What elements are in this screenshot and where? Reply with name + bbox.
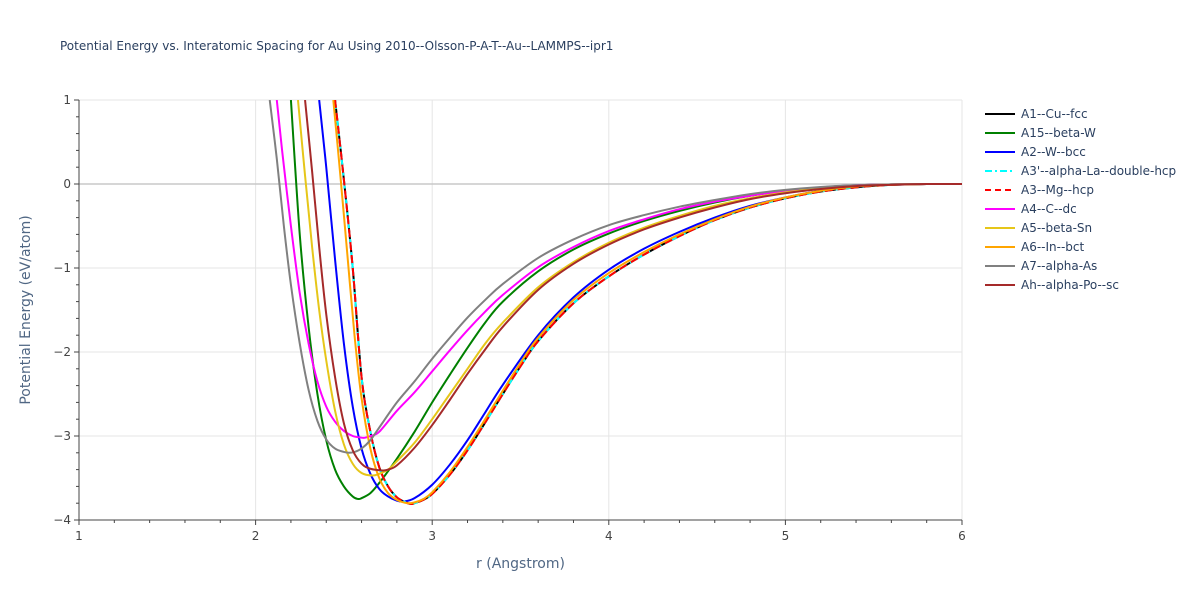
legend-item-a7-alpha-as[interactable]: A7--alpha-As — [985, 259, 1097, 273]
legend-label: A3'--alpha-La--double-hcp — [1021, 164, 1176, 178]
legend-item-a6-in-bct[interactable]: A6--In--bct — [985, 240, 1085, 254]
legend[interactable]: A1--Cu--fcc A15--beta-W A2--W--bcc A3'--alp… — [985, 107, 1176, 292]
y-axis-title: Potential Energy (eV/atom) — [18, 215, 34, 404]
legend-label: A5--beta-Sn — [1021, 221, 1092, 235]
legend-item-a1-cu-fcc[interactable]: A1--Cu--fcc — [985, 107, 1088, 121]
legend-item-a4-c-dc[interactable]: A4--C--dc — [985, 202, 1077, 216]
y-axis-ticks: 1 0 −1 −2 −3 −4 — [53, 93, 79, 527]
legend-label: A2--W--bcc — [1021, 145, 1086, 159]
legend-item-a3-mg-hcp[interactable]: A3--Mg--hcp — [985, 183, 1094, 197]
grid-lines — [79, 99, 963, 520]
y-tick-label: −4 — [53, 513, 71, 527]
y-tick-label: −2 — [53, 345, 71, 359]
x-tick-label: 4 — [605, 529, 613, 543]
x-tick-label: 6 — [958, 529, 966, 543]
legend-label: A7--alpha-As — [1021, 259, 1097, 273]
x-axis-title: r (Angstrom) — [476, 556, 565, 572]
x-tick-label: 5 — [782, 529, 790, 543]
x-tick-label: 3 — [428, 529, 436, 543]
legend-label: A1--Cu--fcc — [1021, 107, 1088, 121]
y-tick-label: 1 — [63, 93, 71, 107]
series-lines — [268, 100, 962, 506]
x-axis-ticks: 1 2 3 4 5 6 — [75, 520, 966, 543]
legend-label: A15--beta-W — [1021, 126, 1096, 140]
series-line-a7-alpha-as — [268, 100, 962, 454]
y-tick-label: −3 — [53, 429, 71, 443]
legend-item-a3-alpha-la-double-hcp[interactable]: A3'--alpha-La--double-hcp — [985, 164, 1176, 178]
y-tick-label: −1 — [53, 261, 71, 275]
legend-label: Ah--alpha-Po--sc — [1021, 278, 1119, 292]
x-tick-label: 2 — [252, 529, 260, 543]
series-line-a6-in-bct — [332, 100, 962, 505]
legend-label: A4--C--dc — [1021, 202, 1077, 216]
x-tick-label: 1 — [75, 529, 83, 543]
y-tick-label: 0 — [63, 177, 71, 191]
legend-label: A3--Mg--hcp — [1021, 183, 1094, 197]
series-line-ah-alpha-po-sc — [304, 100, 962, 472]
legend-item-a15-beta-w[interactable]: A15--beta-W — [985, 126, 1096, 140]
chart-title: Potential Energy vs. Interatomic Spacing… — [60, 39, 613, 53]
axes — [78, 100, 962, 521]
legend-item-a5-beta-sn[interactable]: A5--beta-Sn — [985, 221, 1092, 235]
legend-item-a2-w-bcc[interactable]: A2--W--bcc — [985, 145, 1086, 159]
series-line-a3-mg-hcp — [334, 100, 962, 506]
legend-label: A6--In--bct — [1021, 240, 1085, 254]
series-line-a4-c-dc — [275, 100, 962, 439]
legend-item-ah-alpha-po-sc[interactable]: Ah--alpha-Po--sc — [985, 278, 1119, 292]
